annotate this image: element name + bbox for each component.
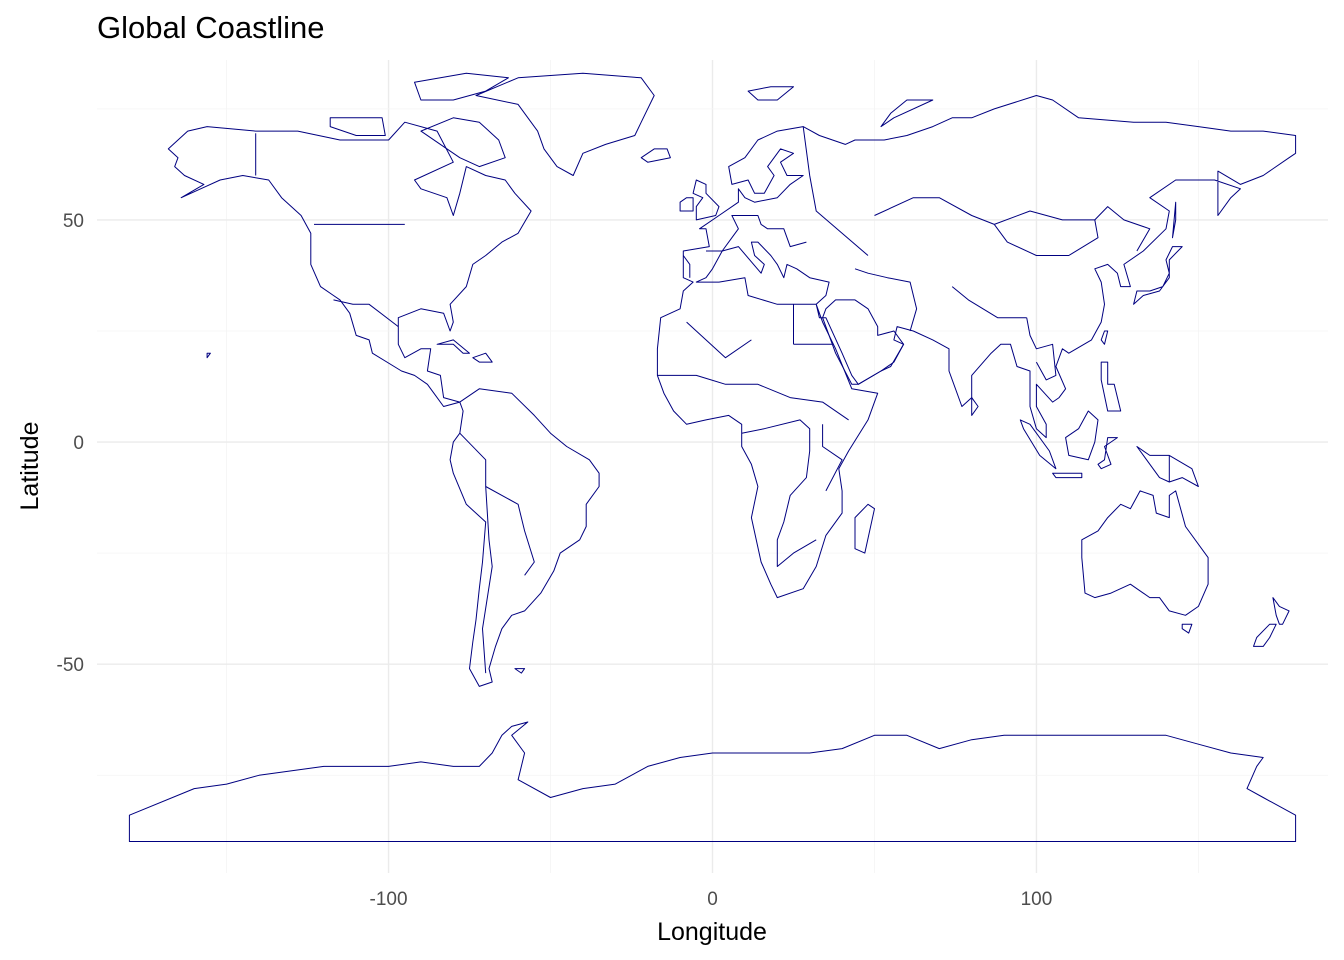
landmass-hawaii (206, 352, 211, 359)
landmass-madagascar (854, 503, 875, 554)
border-central-africa-borders (741, 419, 817, 567)
landmass-tasmania (1181, 623, 1193, 634)
border-china-russia-border (1094, 206, 1151, 252)
landmass-north-america (167, 121, 532, 407)
border-india-china-border (951, 286, 1027, 319)
landmass-afro-eurasia (656, 95, 1297, 599)
landmass-sakhalin (1172, 201, 1177, 239)
border-iberia-border (682, 255, 691, 278)
y-tick-label: 50 (63, 211, 84, 232)
landmass-sumatra (1019, 419, 1057, 470)
border-mexico-usa-border (333, 299, 399, 327)
border-algeria-niger-border (686, 321, 752, 359)
border-sahel-borders (657, 374, 849, 421)
landmass-taiwan (1100, 330, 1109, 345)
border-kazakhstan-russia-border (874, 197, 995, 225)
border-iran-borders (854, 268, 918, 332)
landmass-arabian-peninsula (822, 299, 905, 385)
border-western-europe-borders (706, 215, 807, 252)
landmass-japan (1133, 246, 1183, 305)
map-title: Global Coastline (97, 10, 325, 45)
axis-tick-labels: -100 0 100 50 0 -50 (57, 211, 1053, 910)
landmass-borneo (1065, 410, 1099, 461)
border-mongolia-border (993, 210, 1099, 256)
landmass-new-zealand-south (1253, 623, 1277, 647)
landmass-ellesmere-island (414, 72, 509, 101)
landmass-sulawesi (1097, 437, 1118, 470)
landmass-hispaniola (472, 352, 493, 363)
landmass-great-britain (692, 179, 720, 221)
x-tick-label: -100 (370, 889, 408, 910)
landmass-ireland (679, 197, 694, 212)
landmass-sri-lanka (971, 397, 979, 416)
y-axis-title: Latitude (16, 422, 44, 511)
x-axis-title: Longitude (657, 918, 767, 946)
landmass-baffin-island (420, 117, 506, 168)
landmass-iceland (640, 148, 671, 163)
landmass-java (1052, 472, 1083, 479)
country-borders-layer (255, 126, 1170, 674)
y-tick-label: -50 (57, 655, 84, 676)
x-tick-label: 0 (707, 889, 718, 910)
landmass-antarctica (128, 721, 1297, 842)
border-southeast-asia-borders (1026, 317, 1057, 381)
border-andes-borders (459, 432, 493, 674)
x-tick-label: 100 (1021, 889, 1053, 910)
landmass-cuba (436, 339, 470, 354)
landmass-new-guinea (1136, 446, 1199, 487)
border-europe-russia-border (802, 126, 869, 256)
gridlines (97, 60, 1328, 873)
landmass-south-america (449, 388, 600, 687)
landmass-svalbard (747, 86, 794, 101)
border-east-africa-borders (822, 424, 843, 492)
y-tick-label: 0 (73, 433, 84, 454)
landmass-australia (1081, 490, 1209, 616)
border-brazil-borders (485, 486, 535, 576)
landmass-falkland-islands (514, 668, 526, 674)
coastline-layer (128, 72, 1297, 842)
landmass-victoria-island (329, 117, 386, 136)
landmass-new-zealand-north (1272, 597, 1290, 625)
landmass-novaya-zemlya (880, 99, 934, 128)
landmass-philippines (1100, 361, 1122, 412)
landmass-greenland (475, 72, 655, 176)
